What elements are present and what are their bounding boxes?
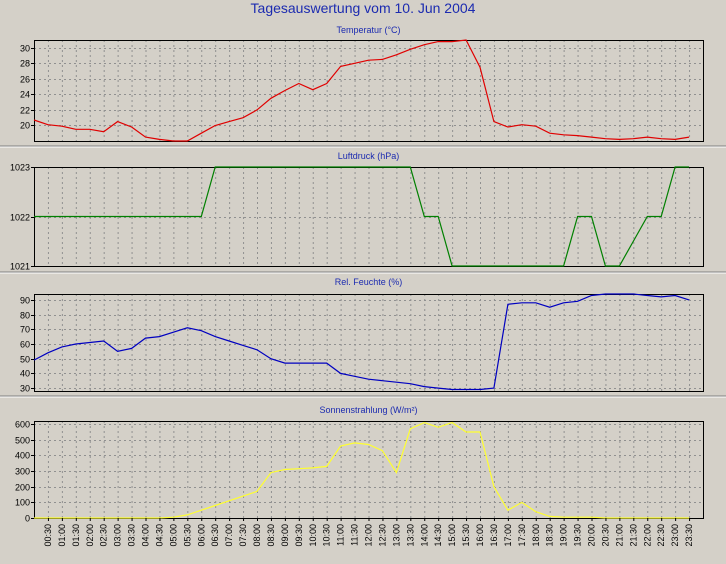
x-tick-label: 22:00 xyxy=(642,524,652,547)
x-tick-label: 12:30 xyxy=(377,524,387,547)
y-tick-label: 600 xyxy=(15,420,30,430)
y-tick-label: 1023 xyxy=(10,163,30,173)
x-tick-label: 23:30 xyxy=(684,524,694,547)
y-tick-label: 70 xyxy=(20,325,30,335)
x-tick-label: 14:00 xyxy=(419,524,429,547)
y-tick-label: 500 xyxy=(15,436,30,446)
x-tick-label: 21:00 xyxy=(614,524,624,547)
y-tick-label: 26 xyxy=(20,75,30,85)
y-tick-label: 28 xyxy=(20,59,30,69)
x-tick-label: 02:30 xyxy=(99,524,109,547)
x-tick-label: 20:00 xyxy=(587,524,597,547)
chart-panel-4: Sonnenstrahlung (W/m²) 0 100 200 300 400 500 60… xyxy=(15,405,704,524)
x-tick-label: 22:30 xyxy=(656,524,666,547)
x-tick-label: 02:00 xyxy=(85,524,95,547)
y-tick-label: 90 xyxy=(20,296,30,306)
y-tick-label: 22 xyxy=(20,106,30,116)
series-line xyxy=(34,421,690,519)
x-tick-label: 21:30 xyxy=(628,524,638,547)
x-tick-label: 14:30 xyxy=(433,524,443,547)
x-tick-label: 10:00 xyxy=(308,524,318,547)
chart-panel-2: Luftdruck (hPa) 1021 1022 1023 xyxy=(10,151,704,272)
x-tick-label: 07:00 xyxy=(224,524,234,547)
series-line xyxy=(34,166,690,267)
y-tick-label: 50 xyxy=(20,355,30,365)
y-tick-label: 1022 xyxy=(10,213,30,223)
x-tick-label: 11:00 xyxy=(336,524,346,546)
x-tick-label: 13:00 xyxy=(391,524,401,547)
x-tick-label: 23:00 xyxy=(670,524,680,547)
plot-frame xyxy=(34,40,704,142)
x-tick-label: 09:00 xyxy=(280,524,290,547)
chart-title: Rel. Feuchte (%) xyxy=(335,277,403,287)
x-tick-label: 18:00 xyxy=(531,524,541,547)
x-tick-label: 17:00 xyxy=(503,524,513,547)
x-tick-label: 06:30 xyxy=(210,524,220,547)
y-tick-label: 30 xyxy=(20,384,30,394)
y-tick-label: 80 xyxy=(20,311,30,321)
y-tick-label: 24 xyxy=(20,90,30,100)
x-tick-label: 13:30 xyxy=(405,524,415,547)
plot-frame xyxy=(34,294,704,392)
y-tick-label: 40 xyxy=(20,369,30,379)
x-tick-label: 08:30 xyxy=(266,524,276,547)
x-tick-label: 00:30 xyxy=(43,524,53,547)
x-tick-label: 05:00 xyxy=(168,524,178,547)
y-tick-label: 0 xyxy=(25,514,30,524)
x-tick-label: 18:30 xyxy=(545,524,555,547)
y-tick-label: 30 xyxy=(20,44,30,54)
x-tick-label: 12:00 xyxy=(364,524,374,547)
chart-panel-3: Rel. Feuchte (%) 30 40 50 60 70 80 90 xyxy=(20,277,704,394)
x-tick-label: 04:00 xyxy=(141,524,151,547)
x-tick-label: 19:30 xyxy=(573,524,583,547)
x-tick-label: 06:00 xyxy=(196,524,206,547)
page-title: Tagesauswertung vom 10. Jun 2004 xyxy=(250,0,476,16)
y-tick-label: 200 xyxy=(15,483,30,493)
chart-title: Sonnenstrahlung (W/m²) xyxy=(319,405,417,415)
x-tick-label: 08:00 xyxy=(252,524,262,547)
x-tick-label: 09:30 xyxy=(294,524,304,547)
x-tick-label: 15:00 xyxy=(447,524,457,547)
chart-title: Luftdruck (hPa) xyxy=(338,151,400,161)
x-tick-label: 15:30 xyxy=(461,524,471,547)
x-tick-label: 01:00 xyxy=(57,524,67,547)
x-tick-label: 10:30 xyxy=(322,524,332,547)
x-tick-label: 16:30 xyxy=(489,524,499,547)
x-tick-label: 05:30 xyxy=(182,524,192,547)
x-tick-label: 07:30 xyxy=(238,524,248,547)
x-tick-label: 17:30 xyxy=(517,524,527,547)
x-tick-label: 19:00 xyxy=(559,524,569,547)
series-line xyxy=(33,39,690,142)
y-tick-label: 400 xyxy=(15,451,30,461)
x-tick-label: 11:30 xyxy=(350,524,360,546)
x-tick-label: 01:30 xyxy=(71,524,81,547)
x-tick-label: 16:00 xyxy=(475,524,485,547)
y-tick-label: 100 xyxy=(15,498,30,508)
y-tick-label: 300 xyxy=(15,467,30,477)
x-tick-label: 04:30 xyxy=(154,524,164,547)
y-tick-label: 20 xyxy=(20,121,30,131)
series-line xyxy=(33,293,690,391)
x-tick-label: 03:00 xyxy=(113,524,123,547)
x-tick-label: 20:30 xyxy=(600,524,610,547)
chart-title: Temperatur (°C) xyxy=(336,25,400,35)
x-tick-label: 03:30 xyxy=(127,524,137,547)
y-tick-label: 60 xyxy=(20,340,30,350)
chart-panel-1: Temperatur (°C) 20 22 24 26 28 30 xyxy=(20,25,704,142)
y-tick-label: 1021 xyxy=(10,262,30,272)
